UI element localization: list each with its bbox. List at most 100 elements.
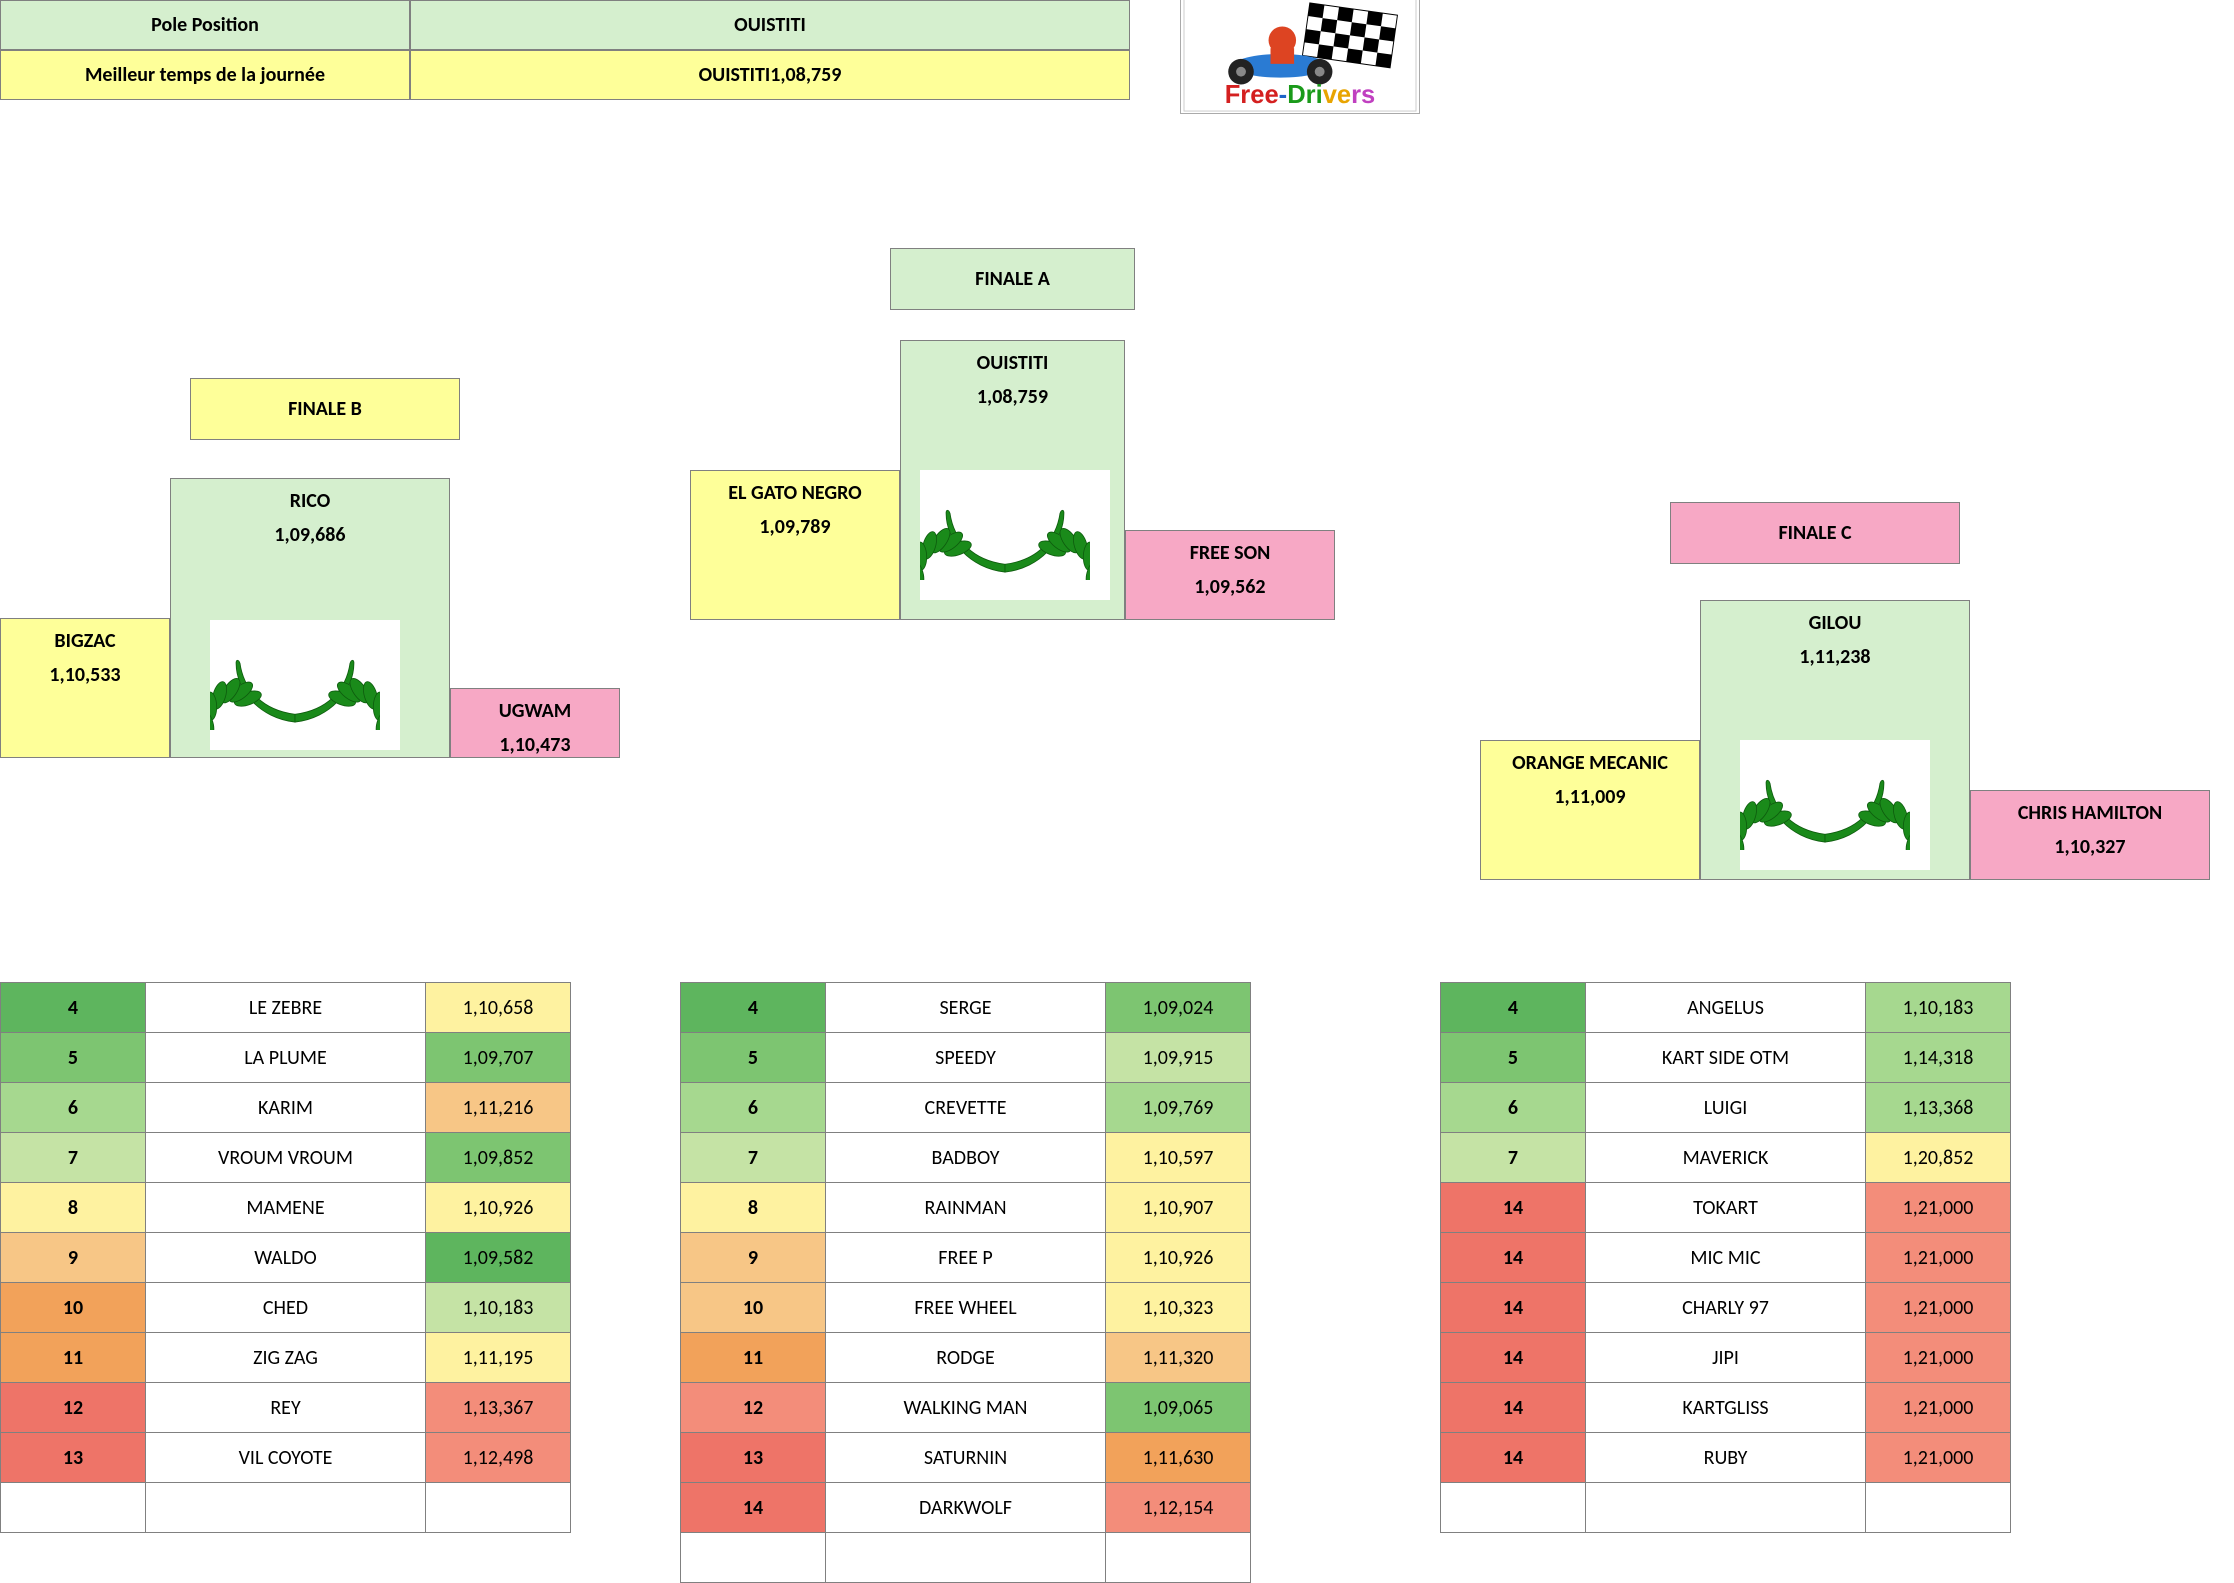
name-cell: RUBY (1586, 1433, 1866, 1483)
rank-cell: 8 (1, 1183, 146, 1233)
name-cell: VIL COYOTE (146, 1433, 426, 1483)
best-time-row: OUISTITI 1,08,759 (410, 50, 1130, 100)
driver-time: 1,10,327 (2054, 835, 2125, 859)
time-cell: 1,21,000 (1866, 1433, 2011, 1483)
rank-cell: 11 (681, 1333, 826, 1383)
time-cell: 1,21,000 (1866, 1383, 2011, 1433)
podium-c-third: CHRIS HAMILTON 1,10,327 (1970, 790, 2210, 880)
rank-cell: 13 (1, 1433, 146, 1483)
table-row: 4SERGE1,09,024 (681, 983, 1251, 1033)
table-row: 4ANGELUS1,10,183 (1441, 983, 2011, 1033)
table-row-empty (681, 1533, 1251, 1583)
logo-icon: Free-Drivers (1181, 0, 1419, 113)
results-table-finale-c: 4ANGELUS1,10,1835KART SIDE OTM1,14,3186L… (1440, 982, 2011, 1533)
table-row: 9FREE P1,10,926 (681, 1233, 1251, 1283)
finale-b-title: FINALE B (190, 378, 460, 440)
laurel-icon (920, 470, 1090, 580)
time-cell: 1,09,915 (1106, 1033, 1251, 1083)
table-row: 14JIPI1,21,000 (1441, 1333, 2011, 1383)
table-row: 5SPEEDY1,09,915 (681, 1033, 1251, 1083)
time-cell: 1,12,498 (426, 1433, 571, 1483)
best-time-value: 1,08,759 (770, 63, 841, 87)
rank-cell: 7 (681, 1133, 826, 1183)
time-cell: 1,10,183 (426, 1283, 571, 1333)
name-cell: DARKWOLF (826, 1483, 1106, 1533)
rank-cell: 14 (1441, 1183, 1586, 1233)
svg-text:Free-Drivers: Free-Drivers (1225, 81, 1376, 109)
rank-cell: 6 (1, 1083, 146, 1133)
time-cell: 1,09,707 (426, 1033, 571, 1083)
rank-cell: 10 (1, 1283, 146, 1333)
table-row: 4LE ZEBRE1,10,658 (1, 983, 571, 1033)
table-row: 10CHED1,10,183 (1, 1283, 571, 1333)
rank-cell: 7 (1441, 1133, 1586, 1183)
time-cell: 1,21,000 (1866, 1333, 2011, 1383)
time-cell: 1,11,320 (1106, 1333, 1251, 1383)
name-cell: VROUM VROUM (146, 1133, 426, 1183)
time-cell: 1,20,852 (1866, 1133, 2011, 1183)
rank-cell: 14 (681, 1483, 826, 1533)
rank-cell: 9 (1, 1233, 146, 1283)
rank-cell: 7 (1, 1133, 146, 1183)
name-cell: LE ZEBRE (146, 983, 426, 1033)
table-row: 14KARTGLISS1,21,000 (1441, 1383, 2011, 1433)
time-cell: 1,14,318 (1866, 1033, 2011, 1083)
name-cell: FREE WHEEL (826, 1283, 1106, 1333)
podium-a-laurel (920, 470, 1110, 600)
rank-cell: 5 (1441, 1033, 1586, 1083)
rank-cell: 4 (681, 983, 826, 1033)
podium-a-second: EL GATO NEGRO 1,09,789 (690, 470, 900, 620)
name-cell: ANGELUS (1586, 983, 1866, 1033)
finale-c-title: FINALE C (1670, 502, 1960, 564)
table-row: 12REY1,13,367 (1, 1383, 571, 1433)
table-row: 8RAINMAN1,10,907 (681, 1183, 1251, 1233)
time-cell: 1,09,582 (426, 1233, 571, 1283)
table-row: 14MIC MIC1,21,000 (1441, 1233, 2011, 1283)
table-row: 14CHARLY 971,21,000 (1441, 1283, 2011, 1333)
time-cell: 1,10,926 (1106, 1233, 1251, 1283)
rank-cell: 14 (1441, 1433, 1586, 1483)
time-cell: 1,11,216 (426, 1083, 571, 1133)
podium-b-second: BIGZAC 1,10,533 (0, 618, 170, 758)
name-cell: MAMENE (146, 1183, 426, 1233)
name-cell: CHED (146, 1283, 426, 1333)
rank-cell: 13 (681, 1433, 826, 1483)
rank-cell: 4 (1441, 983, 1586, 1033)
table-row: 6KARIM1,11,216 (1, 1083, 571, 1133)
podium-c-laurel (1740, 740, 1930, 870)
rank-cell: 6 (1441, 1083, 1586, 1133)
time-cell: 1,11,630 (1106, 1433, 1251, 1483)
name-cell: REY (146, 1383, 426, 1433)
name-cell: LA PLUME (146, 1033, 426, 1083)
name-cell: RODGE (826, 1333, 1106, 1383)
table-row-empty (1, 1483, 571, 1533)
driver-time: 1,09,789 (759, 515, 830, 539)
rank-cell: 4 (1, 983, 146, 1033)
rank-cell: 6 (681, 1083, 826, 1133)
name-cell: FREE P (826, 1233, 1106, 1283)
name-cell: WALKING MAN (826, 1383, 1106, 1433)
time-cell: 1,10,597 (1106, 1133, 1251, 1183)
finale-a-title: FINALE A (890, 248, 1135, 310)
page: Pole Position OUISTITI Meilleur temps de… (0, 0, 2234, 1576)
table-row: 14RUBY1,21,000 (1441, 1433, 2011, 1483)
table-row: 14DARKWOLF1,12,154 (681, 1483, 1251, 1533)
time-cell: 1,10,907 (1106, 1183, 1251, 1233)
time-cell: 1,13,367 (426, 1383, 571, 1433)
time-cell: 1,10,323 (1106, 1283, 1251, 1333)
name-cell: RAINMAN (826, 1183, 1106, 1233)
pole-position-label: Pole Position (0, 0, 410, 50)
table-row: 9WALDO1,09,582 (1, 1233, 571, 1283)
driver-name: RICO (290, 489, 331, 513)
table-row: 7MAVERICK1,20,852 (1441, 1133, 2011, 1183)
table-row: 14TOKART1,21,000 (1441, 1183, 2011, 1233)
time-cell: 1,12,154 (1106, 1483, 1251, 1533)
pole-position-value: OUISTITI (410, 0, 1130, 50)
driver-time: 1,10,473 (499, 733, 570, 757)
rank-cell: 5 (681, 1033, 826, 1083)
name-cell: BADBOY (826, 1133, 1106, 1183)
driver-name: OUISTITI (977, 351, 1049, 375)
driver-name: GILOU (1809, 611, 1862, 635)
rank-cell: 14 (1441, 1283, 1586, 1333)
time-cell: 1,09,852 (426, 1133, 571, 1183)
